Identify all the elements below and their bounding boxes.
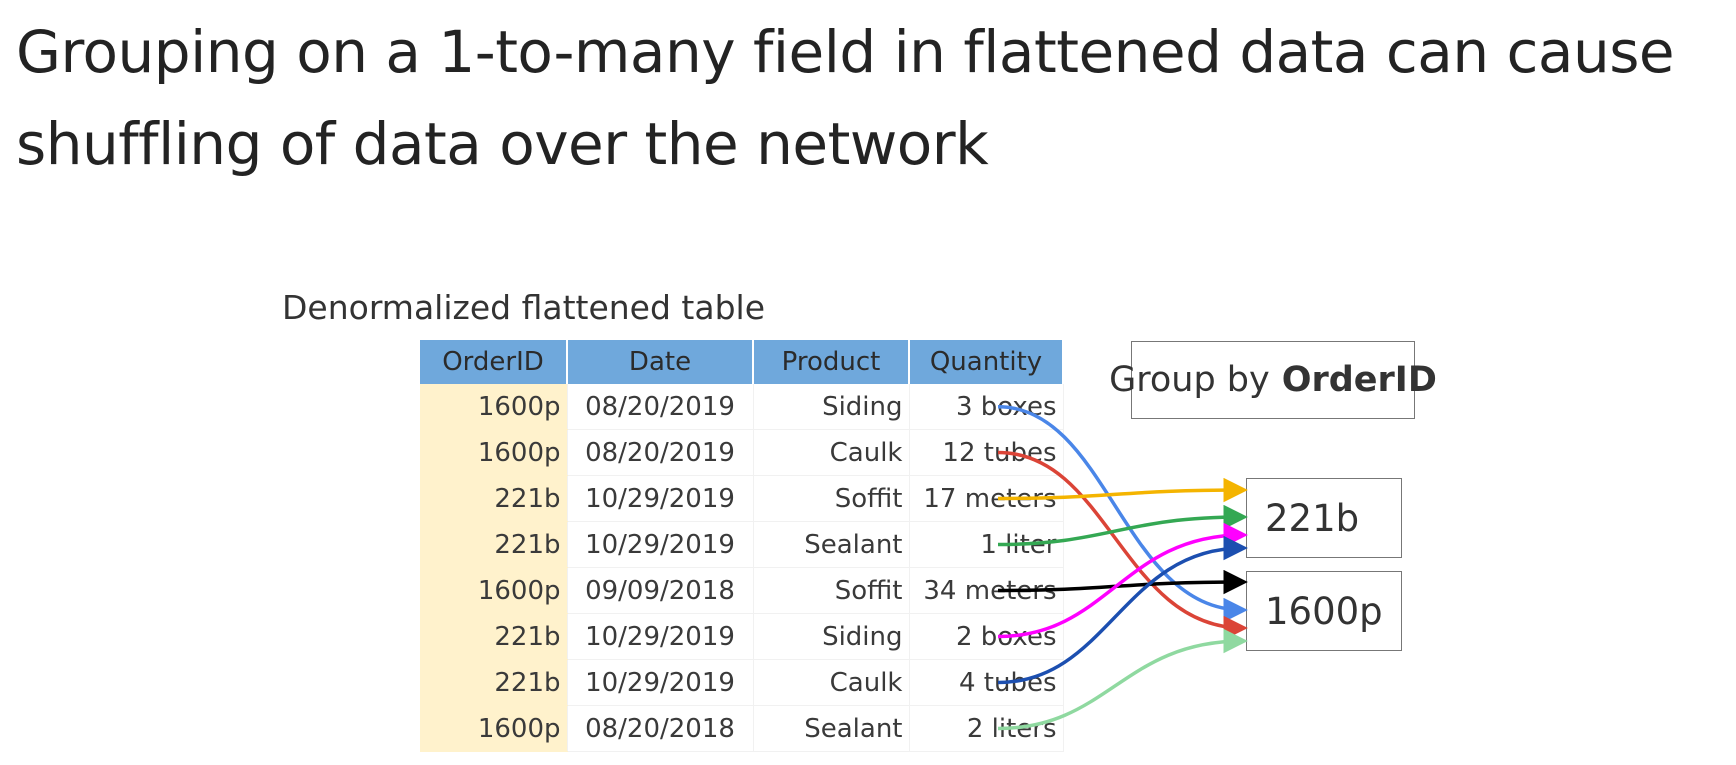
header-orderid: OrderID [420,340,568,384]
table-row: 1600p 08/20/2018 Sealant 2 liters [420,705,1064,752]
cell-product: Siding [753,384,910,430]
table-caption: Denormalized flattened table [282,288,765,327]
cell-orderid: 1600p [420,567,568,614]
cell-product: Sealant [753,705,910,752]
header-date: Date [567,340,754,384]
table-row: 221b 10/29/2019 Soffit 17 meters [420,475,1064,522]
cell-date: 08/20/2018 [567,705,754,752]
cell-product: Soffit [753,475,910,522]
header-quantity: Quantity [909,340,1064,384]
bucket-221b: 221b [1246,478,1402,558]
table-row: 1600p 09/09/2018 Soffit 34 meters [420,567,1064,614]
cell-quantity: 2 liters [909,705,1064,752]
slide-title: Grouping on a 1-to-many field in flatten… [16,18,1675,178]
cell-date: 08/20/2019 [567,429,754,476]
cell-product: Soffit [753,567,910,614]
cell-date: 09/09/2018 [567,567,754,614]
cell-orderid: 1600p [420,705,568,752]
header-product: Product [753,340,910,384]
table-header-row: OrderID Date Product Quantity [420,340,1064,384]
arrow-row-1-to-1600p [997,450,1248,641]
cell-date: 10/29/2019 [567,659,754,706]
arrow-row-2-to-221b [997,477,1248,503]
group-by-prefix: Group by [1109,360,1270,400]
cell-date: 10/29/2019 [567,613,754,660]
group-by-field: OrderID [1281,360,1437,400]
cell-product: Sealant [753,521,910,568]
cell-orderid: 221b [420,613,568,660]
cell-orderid: 221b [420,521,568,568]
cell-orderid: 221b [420,659,568,706]
arrow-row-6-to-221b [997,535,1248,685]
arrow-row-0-to-1600p [997,405,1248,623]
cell-orderid: 1600p [420,429,568,476]
table-row: 1600p 08/20/2019 Caulk 12 tubes [420,429,1064,476]
cell-product: Caulk [753,429,910,476]
cell-quantity: 2 boxes [909,613,1064,660]
arrow-row-3-to-221b [997,504,1248,547]
cell-date: 10/29/2019 [567,475,754,522]
group-by-box: Group by OrderID [1109,341,1437,419]
arrow-row-5-to-221b [997,522,1248,639]
cell-date: 08/20/2019 [567,384,754,430]
cell-product: Siding [753,613,910,660]
cell-quantity: 4 tubes [909,659,1064,706]
cell-date: 10/29/2019 [567,521,754,568]
flattened-table: OrderID Date Product Quantity 1600p 08/2… [420,340,1064,752]
cell-orderid: 1600p [420,384,568,430]
bucket-1600p: 1600p [1246,571,1402,651]
cell-product: Caulk [753,659,910,706]
table-row: 221b 10/29/2019 Caulk 4 tubes [420,659,1064,706]
cell-orderid: 221b [420,475,568,522]
arrow-row-7-to-1600p [997,628,1248,731]
table-row: 221b 10/29/2019 Siding 2 boxes [420,613,1064,660]
